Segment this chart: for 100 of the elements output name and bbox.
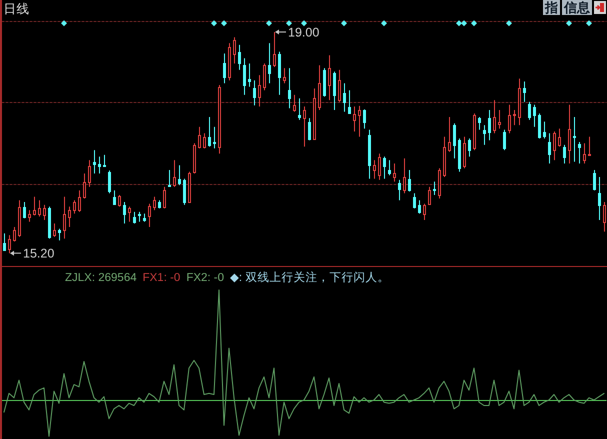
- candlestick: [288, 68, 291, 109]
- candlestick: [483, 124, 486, 146]
- text: ZJLX: 269564: [65, 272, 138, 284]
- text: FX1: -0: [142, 272, 180, 284]
- candlestick: [183, 178, 186, 206]
- candlestick: [148, 203, 151, 228]
- candlestick: [463, 136, 466, 169]
- candlestick: [428, 186, 431, 206]
- candlestick: [193, 142, 196, 174]
- candlestick: [208, 116, 211, 148]
- candlestick: [188, 171, 191, 204]
- chart-title: 日线: [4, 2, 30, 16]
- candlestick: [593, 169, 596, 191]
- candlestick: [533, 104, 536, 128]
- candlestick: [348, 90, 351, 114]
- candlestick: [218, 84, 221, 154]
- candlestick: [423, 203, 426, 221]
- candlestick: [433, 181, 436, 196]
- candlestick: [303, 106, 306, 148]
- candlestick: [333, 71, 336, 111]
- candlestick: [553, 131, 556, 161]
- candlestick: [178, 164, 181, 186]
- candlestick: [573, 116, 576, 162]
- candlestick: [63, 196, 66, 240]
- candlestick: [168, 169, 171, 188]
- candlestick: [118, 194, 121, 208]
- candlestick: [578, 142, 581, 164]
- candlestick: [128, 206, 131, 222]
- candlestick: [503, 129, 506, 151]
- candlestick: [83, 172, 86, 199]
- candlestick: [508, 104, 511, 134]
- candlestick: [138, 211, 141, 222]
- candlestick: [538, 113, 541, 140]
- text: FX2: -0: [186, 272, 224, 284]
- candlestick: [28, 210, 31, 222]
- candlestick: [568, 104, 571, 164]
- candlestick: [253, 80, 256, 106]
- candlestick: [513, 110, 516, 126]
- candlestick: [133, 211, 136, 224]
- candlestick: [543, 121, 546, 140]
- candlestick: [198, 126, 201, 149]
- annotation: 15.20: [23, 246, 54, 261]
- candlestick: [283, 68, 286, 84]
- candlestick: [328, 54, 331, 101]
- candlestick: [223, 53, 226, 84]
- candlestick: [363, 108, 366, 130]
- candlestick: [318, 64, 321, 111]
- candlestick: [23, 201, 26, 219]
- candlestick: [493, 100, 496, 134]
- candlestick: [373, 160, 376, 180]
- candlestick: [258, 74, 261, 108]
- candlestick: [313, 88, 316, 140]
- candlestick: [48, 206, 51, 240]
- candlestick: [43, 204, 46, 221]
- candlestick: [238, 44, 241, 70]
- candlestick: [398, 179, 401, 201]
- candlestick: [123, 201, 126, 224]
- candlestick: [278, 51, 281, 96]
- candlestick: [603, 201, 606, 232]
- candlestick: [323, 68, 326, 98]
- candlestick: [68, 206, 71, 228]
- candlestick: [88, 160, 91, 188]
- candlestick: [478, 116, 481, 130]
- candlestick: [498, 110, 501, 130]
- candlestick: [403, 158, 406, 194]
- text: ◆: 双线上行关注，下行闪人。: [230, 270, 390, 284]
- candlestick: [33, 196, 36, 216]
- candlestick: [53, 223, 56, 238]
- candlestick: [308, 118, 311, 141]
- candlestick: [358, 105, 361, 138]
- candlestick: [418, 200, 421, 214]
- candlestick: [598, 176, 601, 221]
- candlestick: [448, 116, 451, 152]
- candlestick: [3, 232, 6, 252]
- candlestick: [273, 32, 276, 68]
- candlestick: [113, 190, 116, 205]
- candlestick: [353, 106, 356, 132]
- candlestick: [388, 160, 391, 176]
- candlestick: [268, 42, 271, 84]
- candlestick: [468, 138, 471, 158]
- candlestick: [563, 144, 566, 164]
- candlestick: [243, 58, 246, 96]
- candlestick: [263, 62, 266, 91]
- candlestick: [453, 122, 456, 159]
- candlestick: [58, 228, 61, 241]
- candlestick: [108, 170, 111, 194]
- candlestick: [378, 153, 381, 180]
- candlestick: [73, 200, 76, 214]
- candlestick: [443, 136, 446, 178]
- candlestick: [98, 156, 101, 174]
- candlestick: [338, 69, 341, 102]
- candlestick: [393, 163, 396, 182]
- candlestick: [18, 200, 21, 238]
- candlestick: [228, 42, 231, 81]
- candlestick: [458, 138, 461, 172]
- candlestick: [203, 132, 206, 149]
- candlestick: [488, 110, 491, 141]
- candlestick: [413, 192, 416, 209]
- candlestick: [248, 62, 251, 88]
- candlestick: [558, 128, 561, 148]
